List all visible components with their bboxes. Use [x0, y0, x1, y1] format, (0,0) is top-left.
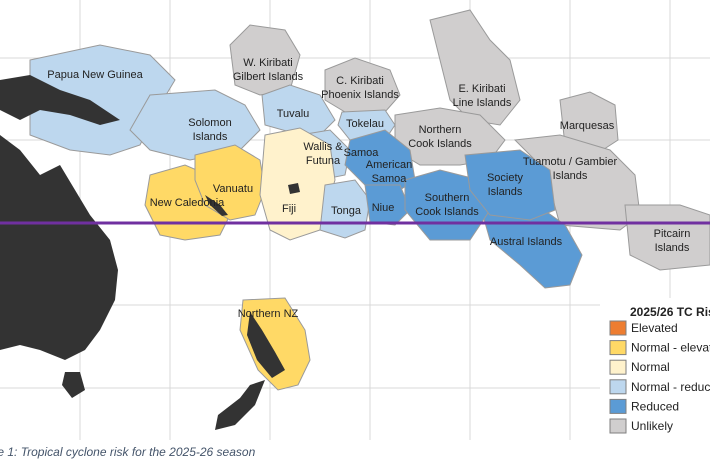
- legend-swatch: [609, 359, 627, 375]
- region-label: Austral Islands: [490, 236, 563, 248]
- region-label: Tuamotu / Gambier: [523, 156, 618, 168]
- legend-label: Reduced: [631, 399, 679, 413]
- region-label: Gilbert Islands: [233, 71, 304, 83]
- legend-swatch: [609, 320, 627, 336]
- region-label: Papua New Guinea: [47, 69, 143, 81]
- region-label: Solomon: [188, 117, 231, 129]
- region-label: Southern: [425, 192, 470, 204]
- land: [0, 75, 300, 430]
- region-label: Northern: [419, 124, 462, 136]
- region-label: W. Kiribati: [243, 57, 293, 69]
- region-label: C. Kiribati: [336, 75, 384, 87]
- legend-title: 2025/26 TC Risk: [630, 305, 710, 319]
- caption: Figure 1: Tropical cyclone risk for the …: [0, 445, 256, 459]
- region-label: Pitcairn: [654, 228, 691, 240]
- legend-swatch: [609, 379, 627, 395]
- legend-label: Elevated: [631, 321, 678, 335]
- legend-swatch: [609, 418, 627, 434]
- region-label: Niue: [372, 202, 395, 214]
- region-label: Samoa: [344, 147, 380, 159]
- region-label: Society: [487, 172, 524, 184]
- legend-label: Normal - elevated: [631, 341, 710, 355]
- region-label: Cook Islands: [408, 138, 472, 150]
- legend: 2025/26 TC Risk Elevated Normal - elevate…: [600, 298, 710, 440]
- region-label: Islands: [193, 131, 228, 143]
- region-label: Tokelau: [346, 118, 384, 130]
- legend-swatch: [609, 398, 627, 414]
- region-label: Line Islands: [453, 97, 512, 109]
- region-label: Marquesas: [560, 120, 615, 132]
- region-label: American: [366, 159, 412, 171]
- region-label: Samoa: [372, 173, 408, 185]
- region-label: Tonga: [331, 205, 362, 217]
- legend-label: Normal: [631, 360, 670, 374]
- region-label: Futuna: [306, 155, 341, 167]
- region-label: Wallis &: [303, 141, 343, 153]
- region-label: Phoenix Islands: [321, 89, 399, 101]
- region-label: Vanuatu: [213, 183, 253, 195]
- region-label: E. Kiribati: [458, 83, 505, 95]
- region-label: Islands: [553, 170, 588, 182]
- region-label: Fiji: [282, 203, 296, 215]
- region-label: New Caledonia: [150, 197, 225, 209]
- region-labels: Papua New Guinea Solomon Islands W. Kiribat…: [47, 57, 690, 320]
- legend-label: Unlikely: [631, 419, 673, 433]
- region-label: Islands: [655, 242, 690, 254]
- region-label: Islands: [488, 186, 523, 198]
- legend-swatch: [609, 340, 627, 356]
- zones: [29, 9, 710, 391]
- region-label: Tuvalu: [277, 108, 310, 120]
- region-label: Cook Islands: [415, 206, 479, 218]
- region-label: Northern NZ: [238, 308, 299, 320]
- legend-label: Normal - reduced: [631, 380, 710, 394]
